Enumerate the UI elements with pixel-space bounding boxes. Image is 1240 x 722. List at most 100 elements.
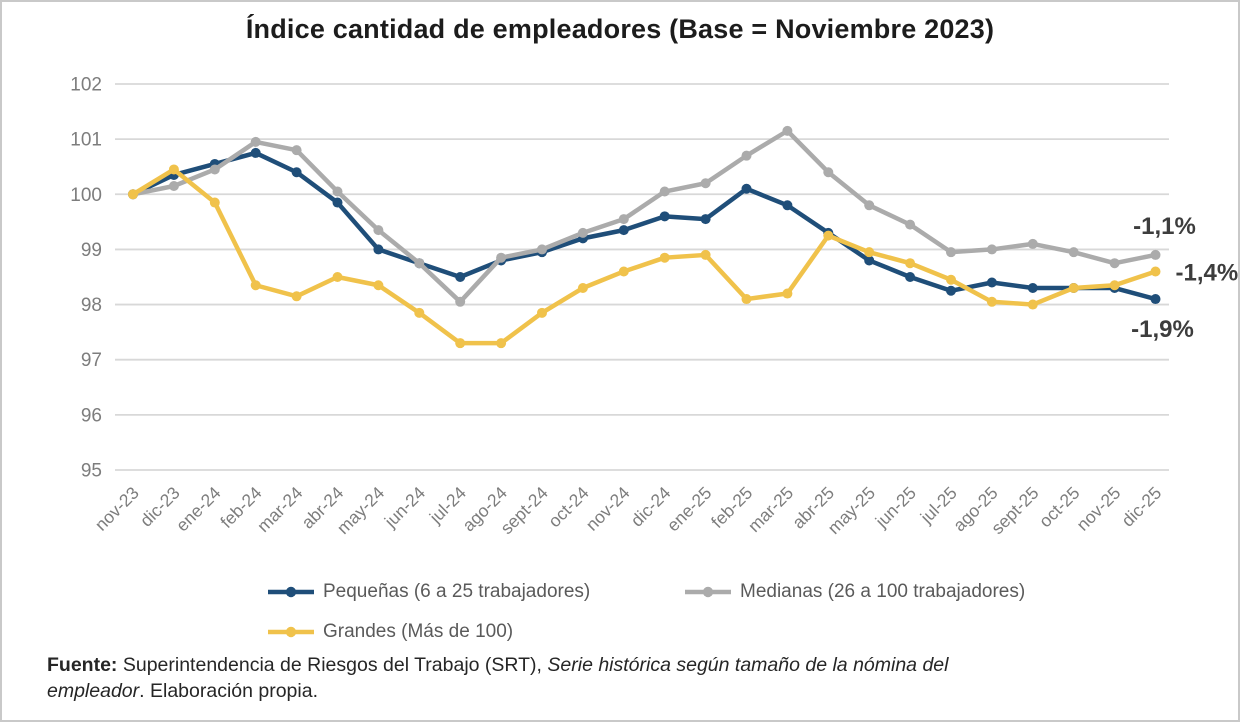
x-tick-label: nov-23 — [91, 483, 143, 535]
x-tick-label: jun-24 — [380, 483, 429, 532]
series-line-pequenas — [130, 150, 1158, 302]
y-tick-label: 102 — [70, 75, 102, 96]
data-point-medianas — [782, 125, 793, 136]
line-chart-canvas: 9596979899100101102nov-23dic-23ene-24feb… — [70, 75, 1239, 539]
data-point-grandes — [496, 338, 507, 349]
data-point-grandes — [332, 271, 343, 282]
data-point-pequenas — [700, 214, 711, 225]
data-point-pequenas — [905, 271, 916, 282]
data-point-grandes — [741, 294, 752, 305]
data-point-medianas — [496, 252, 507, 263]
source-text: Superintendencia de Riesgos del Trabajo … — [117, 654, 548, 676]
data-point-grandes — [946, 274, 956, 285]
source-text-end: . Elaboración propia. — [139, 679, 319, 702]
legend-marker-pequenas — [268, 586, 314, 598]
data-point-pequenas — [250, 147, 261, 158]
x-tick-label: ene-25 — [663, 483, 716, 536]
y-tick-label: 97 — [81, 350, 102, 371]
data-point-grandes — [782, 288, 793, 299]
data-point-grandes — [1150, 266, 1161, 277]
data-point-grandes — [250, 280, 261, 291]
data-point-medianas — [1027, 238, 1038, 249]
data-point-medianas — [700, 178, 711, 189]
data-point-grandes — [128, 189, 138, 200]
y-tick-label: 101 — [70, 130, 102, 151]
data-point-pequenas — [618, 225, 629, 236]
legend-marker-grandes — [268, 626, 314, 638]
data-point-grandes — [168, 164, 179, 175]
x-tick-label: jun-25 — [871, 483, 920, 532]
data-point-grandes — [414, 307, 425, 318]
data-point-grandes — [291, 291, 302, 302]
data-point-medianas — [332, 186, 343, 197]
data-point-medianas — [659, 186, 670, 197]
data-point-medianas — [209, 164, 220, 175]
data-point-medianas — [455, 296, 466, 307]
data-point-pequenas — [659, 211, 670, 222]
data-point-medianas — [168, 181, 179, 192]
data-point-grandes — [823, 230, 834, 241]
data-point-medianas — [741, 150, 752, 161]
data-point-medianas — [1150, 249, 1161, 260]
legend-item-medianas: Medianas (26 a 100 trabajadores) — [685, 580, 1025, 604]
data-point-medianas — [1109, 258, 1120, 269]
data-point-grandes — [537, 307, 547, 318]
data-point-pequenas — [332, 197, 343, 208]
data-point-grandes — [864, 247, 875, 258]
data-point-grandes — [1027, 299, 1038, 310]
data-point-grandes — [1109, 280, 1120, 291]
data-point-grandes — [373, 280, 384, 291]
data-point-pequenas — [946, 285, 956, 296]
data-point-medianas — [1068, 247, 1079, 258]
data-point-grandes — [905, 258, 916, 269]
y-tick-label: 95 — [81, 460, 102, 481]
data-point-medianas — [986, 244, 997, 255]
data-point-medianas — [414, 258, 425, 269]
x-tick-label: mar-25 — [744, 483, 797, 536]
legend-item-grandes: Grandes (Más de 100) — [268, 620, 513, 644]
x-tick-label: dic-25 — [1117, 483, 1165, 531]
legend-label-pequenas: Pequeñas (6 a 25 trabajadores) — [323, 581, 591, 602]
legend-label-medianas: Medianas (26 a 100 trabajadores) — [740, 581, 1026, 602]
y-tick-label: 99 — [81, 240, 102, 261]
data-point-medianas — [291, 145, 302, 156]
data-point-grandes — [209, 197, 220, 208]
data-point-grandes — [986, 296, 997, 307]
data-point-medianas — [946, 247, 956, 258]
data-point-medianas — [905, 219, 916, 230]
y-tick-label: 96 — [81, 405, 102, 426]
series-line-medianas — [130, 128, 1158, 305]
y-tick-label: 100 — [70, 185, 102, 206]
x-tick-label: nov-25 — [1072, 483, 1124, 535]
data-point-pequenas — [1150, 294, 1161, 305]
data-point-pequenas — [864, 255, 875, 266]
data-point-grandes — [618, 266, 629, 277]
data-point-medianas — [618, 214, 629, 225]
data-point-medianas — [250, 136, 261, 147]
data-point-grandes — [659, 252, 670, 263]
data-point-pequenas — [373, 244, 384, 255]
data-point-medianas — [537, 244, 547, 255]
legend-item-pequenas: Pequeñas (6 a 25 trabajadores) — [268, 580, 590, 604]
legend-marker-medianas — [685, 586, 731, 598]
series-line-grandes — [130, 167, 1158, 346]
data-point-medianas — [577, 227, 588, 238]
annotation-medianas: -1,1% — [1133, 213, 1196, 240]
data-point-grandes — [700, 249, 711, 260]
x-tick-label: ene-24 — [172, 483, 225, 536]
data-point-pequenas — [986, 277, 997, 288]
data-point-pequenas — [291, 167, 302, 178]
y-tick-label: 98 — [81, 295, 102, 316]
annotation-pequenas: -1,9% — [1131, 316, 1194, 343]
data-point-grandes — [577, 283, 588, 294]
data-point-medianas — [864, 200, 875, 211]
data-point-pequenas — [1027, 283, 1038, 294]
data-point-grandes — [1068, 283, 1079, 294]
legend-label-grandes: Grandes (Más de 100) — [323, 621, 514, 642]
source-text-italic: Serie histórica según tamaño de la nómin… — [47, 654, 949, 702]
data-point-medianas — [373, 225, 384, 236]
annotation-grandes: -1,4% — [1176, 259, 1239, 286]
source-note: Fuente: Superintendencia de Riesgos del … — [47, 653, 1027, 705]
x-tick-label: mar-24 — [253, 483, 307, 537]
